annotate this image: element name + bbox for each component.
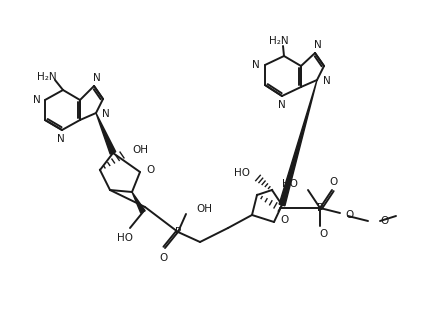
Text: O: O (345, 210, 353, 220)
Text: O: O (320, 229, 328, 239)
Text: N: N (93, 73, 101, 83)
Text: O: O (330, 177, 338, 187)
Text: N: N (102, 109, 110, 119)
Text: N: N (314, 40, 322, 50)
Text: O: O (380, 216, 388, 226)
Text: O: O (159, 253, 167, 263)
Text: N: N (323, 76, 331, 86)
Text: P: P (175, 227, 181, 237)
Text: OH: OH (132, 145, 148, 155)
Text: O: O (146, 165, 154, 175)
Text: H₂N: H₂N (37, 72, 57, 82)
Text: HO: HO (234, 168, 250, 178)
Polygon shape (96, 113, 116, 154)
Text: O: O (280, 215, 288, 225)
Polygon shape (279, 80, 317, 206)
Text: HO: HO (282, 179, 298, 189)
Polygon shape (132, 192, 145, 213)
Text: P: P (317, 203, 323, 213)
Text: N: N (278, 100, 286, 110)
Text: OH: OH (196, 204, 212, 214)
Text: N: N (57, 134, 65, 144)
Text: N: N (252, 60, 260, 70)
Text: N: N (33, 95, 41, 105)
Text: HO: HO (117, 233, 133, 243)
Text: H₂N: H₂N (269, 36, 289, 46)
